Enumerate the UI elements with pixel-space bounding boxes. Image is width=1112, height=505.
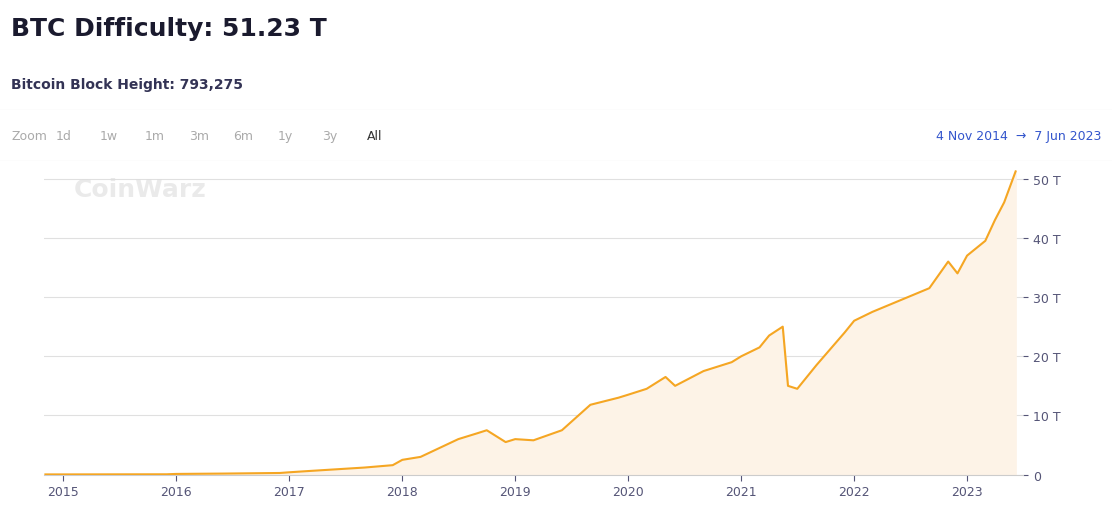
- Text: Zoom: Zoom: [11, 130, 47, 143]
- Text: BTC Difficulty: 51.23 T: BTC Difficulty: 51.23 T: [11, 17, 327, 40]
- Text: 3m: 3m: [189, 130, 209, 143]
- Text: CoinWarz: CoinWarz: [73, 177, 207, 201]
- Text: 1y: 1y: [278, 130, 294, 143]
- Text: All: All: [367, 130, 383, 143]
- Text: 1m: 1m: [145, 130, 165, 143]
- Text: Bitcoin Block Height: 793,275: Bitcoin Block Height: 793,275: [11, 78, 244, 92]
- Text: 3y: 3y: [322, 130, 338, 143]
- Text: 4 Nov 2014  →  7 Jun 2023: 4 Nov 2014 → 7 Jun 2023: [935, 130, 1101, 143]
- Text: 1w: 1w: [100, 130, 118, 143]
- Text: 1d: 1d: [56, 130, 71, 143]
- Text: 6m: 6m: [234, 130, 254, 143]
